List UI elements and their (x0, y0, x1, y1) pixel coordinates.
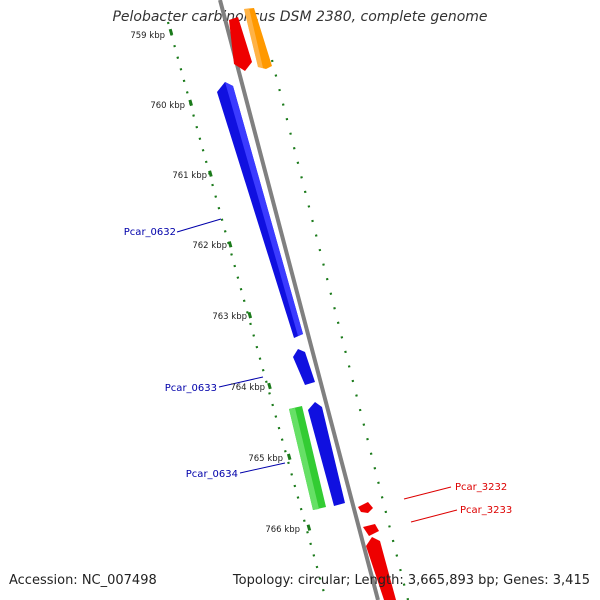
feature-red-top (229, 17, 252, 71)
ruler-tick (267, 382, 272, 390)
tick-label: 763 kbp (212, 312, 247, 322)
tick-label: 764 kbp (230, 383, 265, 393)
tick-label: 766 kbp (265, 525, 300, 535)
tick-label: 760 kbp (150, 101, 185, 111)
ruler-ticks (168, 28, 312, 531)
feature-orange (244, 8, 272, 69)
tick-label: 765 kbp (248, 454, 283, 464)
gene-label-pcar-3232[interactable]: Pcar_3232 (455, 482, 507, 493)
feature-pcar-0634 (289, 406, 326, 510)
gene-label-pcar-0633[interactable]: Pcar_0633 (165, 383, 217, 394)
tick-label: 761 kbp (172, 171, 207, 181)
accession-text: Accession: NC_007498 (9, 573, 157, 588)
feature-pcar-0633 (293, 349, 315, 385)
gene-label-pcar-3233[interactable]: Pcar_3233 (460, 505, 512, 516)
feature-red-bottom (366, 537, 396, 600)
ruler-tick (227, 241, 233, 248)
gene-labels: Pcar_0632 Pcar_0633 Pcar_0634 Pcar_3232 … (124, 227, 512, 516)
backbone-line (218, 0, 380, 600)
feature-pcar-3233 (363, 524, 379, 536)
ruler-tick (286, 453, 292, 461)
ruler-tick (247, 311, 253, 319)
ruler-tick-labels: 759 kbp 760 kbp 761 kbp 762 kbp 763 kbp … (130, 31, 300, 535)
page-title: Pelobacter carbinolicus DSM 2380, comple… (112, 9, 488, 25)
gene-label-pcar-0632[interactable]: Pcar_0632 (124, 227, 176, 238)
ruler-tick (188, 99, 193, 107)
ruler-tick (208, 170, 213, 177)
label-leaders (176, 218, 458, 523)
genome-stats-text: Topology: circular; Length: 3,665,893 bp… (232, 573, 590, 588)
feature-pcar-3232 (358, 502, 373, 513)
feature-pcar-0632 (217, 82, 303, 338)
ruler-tick (168, 28, 174, 36)
tick-label: 759 kbp (130, 31, 165, 41)
feature-blue-lower (308, 402, 345, 506)
ruler-tick (306, 524, 312, 531)
tick-label: 762 kbp (192, 241, 227, 251)
gene-label-pcar-0634[interactable]: Pcar_0634 (186, 469, 238, 480)
